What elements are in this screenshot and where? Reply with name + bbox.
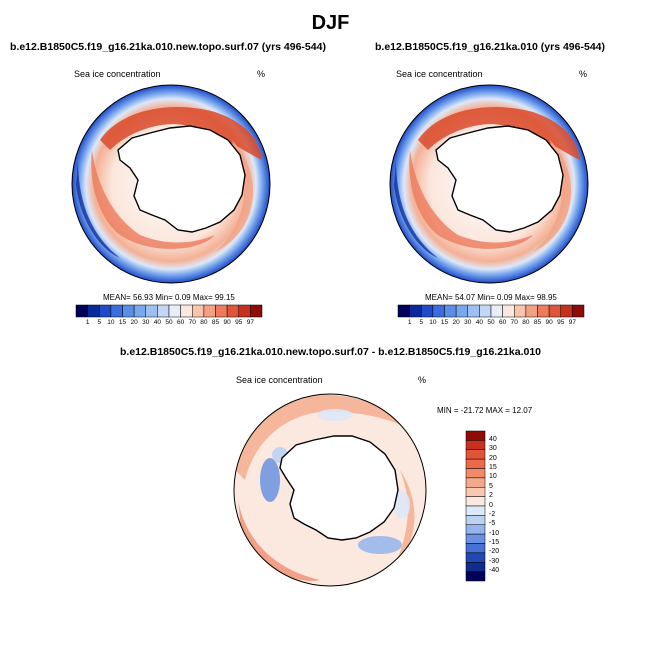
colorbar-tick-label: 85 <box>533 319 542 326</box>
colorbar-swatch <box>465 468 486 479</box>
colorbar-tick-label: 1 <box>85 319 90 326</box>
colorbar-tick-label: 20 <box>452 319 460 326</box>
colorbar-tick-label: 40 <box>153 319 161 326</box>
panel-1-variable-label: Sea ice concentration <box>74 69 161 79</box>
colorbar-tick-label: 20 <box>130 319 138 326</box>
panel-1-colorbar <box>75 304 263 318</box>
colorbar-tick-label: -10 <box>489 529 500 537</box>
panel-1-title: b.e12.B1850C5.f19_g16.21ka.010.new.topo.… <box>10 41 326 53</box>
colorbar-swatch <box>465 533 486 544</box>
panel-1-antarctica-outline <box>117 125 246 233</box>
colorbar-tick-label: 50 <box>165 319 173 326</box>
colorbar-tick-label: 85 <box>211 319 220 326</box>
panel-3-colorbar-labels: 40 30 20 15 10 5 2 0 -2 -5 -10 -15 -20 -30 -40 <box>489 431 519 581</box>
colorbar-tick-label: 10 <box>107 319 115 326</box>
colorbar-tick-label: 50 <box>487 319 495 326</box>
colorbar-tick-label: 5 <box>97 319 102 326</box>
colorbar-tick-label: 80 <box>200 319 208 326</box>
panel-1-units-label: % <box>257 69 266 79</box>
colorbar-tick-label: -2 <box>489 510 496 518</box>
colorbar-tick-label: 97 <box>246 319 254 326</box>
colorbar-tick-label: 2 <box>489 492 493 500</box>
colorbar-tick-label: 5 <box>419 319 424 326</box>
colorbar-swatch <box>465 515 486 525</box>
colorbar-tick-label: 10 <box>489 473 497 481</box>
panel-1-stats: MEAN= 56.93 Min= 0.09 Max= 99.15 <box>103 293 235 302</box>
colorbar-tick-label: 80 <box>522 319 530 326</box>
panel-3-colorbar <box>465 430 486 582</box>
colorbar-tick-label: 5 <box>489 482 493 490</box>
colorbar-swatch <box>465 458 486 469</box>
colorbar-swatch <box>465 487 486 497</box>
colorbar-tick-label: 30 <box>142 319 150 326</box>
colorbar-tick-label: 40 <box>489 435 497 443</box>
colorbar-tick-label: 15 <box>118 319 127 326</box>
colorbar-swatch <box>465 440 486 450</box>
colorbar-tick-label: 30 <box>464 319 472 326</box>
panel-2-colorbar <box>397 304 585 318</box>
colorbar-tick-label: 0 <box>489 501 493 509</box>
colorbar-tick-label: 95 <box>557 319 565 326</box>
colorbar-swatch <box>465 430 486 441</box>
colorbar-swatch <box>465 477 486 488</box>
panel-2-variable-label: Sea ice concentration <box>396 69 483 79</box>
colorbar-tick-label: -30 <box>489 557 500 565</box>
colorbar-tick-label: 20 <box>489 454 497 462</box>
colorbar-swatch <box>572 304 585 318</box>
colorbar-swatch <box>465 449 486 460</box>
panel-2-units-label: % <box>579 69 588 79</box>
colorbar-tick-label: -20 <box>489 548 500 556</box>
panel-3-variable-label: Sea ice concentration <box>236 375 323 385</box>
colorbar-tick-label: 10 <box>429 319 437 326</box>
panel-3-antarctica-outline <box>279 435 399 541</box>
colorbar-tick-label: 70 <box>510 319 518 326</box>
panel-2-antarctica-outline <box>435 125 564 233</box>
colorbar-swatch <box>465 571 486 582</box>
panel-1-colorbar-labels: 1 5 10 15 20 30 40 50 60 70 80 85 90 95 97 <box>76 319 262 329</box>
colorbar-tick-label: 15 <box>489 464 497 471</box>
colorbar-swatch <box>465 524 486 535</box>
panel-3-stats: MIN = -21.72 MAX = 12.07 <box>437 406 533 415</box>
colorbar-swatch <box>465 562 486 572</box>
panel-3-title: b.e12.B1850C5.f19_g16.21ka.010.new.topo.… <box>119 346 542 358</box>
colorbar-tick-label: 95 <box>235 319 243 326</box>
page-title: DJF <box>311 12 350 34</box>
colorbar-tick-label: -5 <box>489 520 496 528</box>
colorbar-swatch <box>465 496 486 507</box>
colorbar-tick-label: -40 <box>489 567 500 575</box>
colorbar-tick-label: 15 <box>440 319 449 326</box>
colorbar-tick-label: 70 <box>188 319 196 326</box>
colorbar-tick-label: 40 <box>475 319 483 326</box>
panel-2-colorbar-labels: 1 5 10 15 20 30 40 50 60 70 80 85 90 95 97 <box>398 319 584 329</box>
colorbar-tick-label: 90 <box>223 319 231 326</box>
colorbar-swatch <box>465 543 486 554</box>
colorbar-swatch <box>465 505 486 516</box>
colorbar-tick-label: 97 <box>568 319 576 326</box>
colorbar-tick-label: 60 <box>499 319 507 326</box>
colorbar-tick-label: 1 <box>407 319 412 326</box>
panel-3-units-label: % <box>418 375 427 385</box>
panel-2-stats: MEAN= 54.07 Min= 0.09 Max= 98.95 <box>425 293 557 302</box>
colorbar-tick-label: 30 <box>489 445 497 453</box>
colorbar-swatch <box>250 304 263 318</box>
colorbar-tick-label: 60 <box>177 319 185 326</box>
colorbar-tick-label: 90 <box>545 319 553 326</box>
colorbar-tick-label: -15 <box>489 539 500 546</box>
panel-2-title: b.e12.B1850C5.f19_g16.21ka.010 (yrs 496-… <box>375 41 605 53</box>
colorbar-swatch <box>465 552 486 563</box>
